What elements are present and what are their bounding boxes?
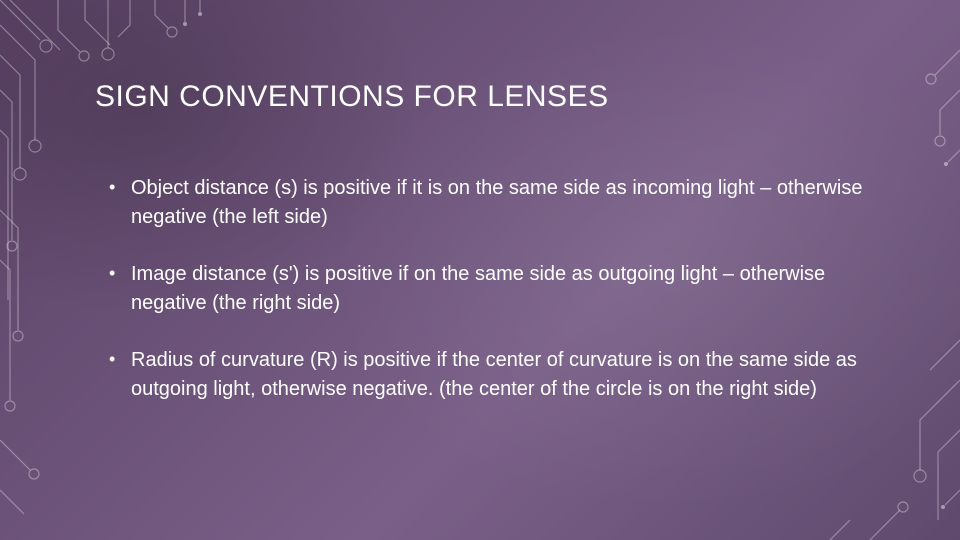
bullet-item: Image distance (s') is positive if on th…	[125, 260, 900, 318]
slide-content: SIGN CONVENTIONS FOR LENSES Object dista…	[95, 80, 900, 432]
bullet-list: Object distance (s) is positive if it is…	[95, 174, 900, 404]
bullet-item: Radius of curvature (R) is positive if t…	[125, 346, 900, 404]
bullet-item: Object distance (s) is positive if it is…	[125, 174, 900, 232]
slide-title: SIGN CONVENTIONS FOR LENSES	[95, 80, 900, 114]
